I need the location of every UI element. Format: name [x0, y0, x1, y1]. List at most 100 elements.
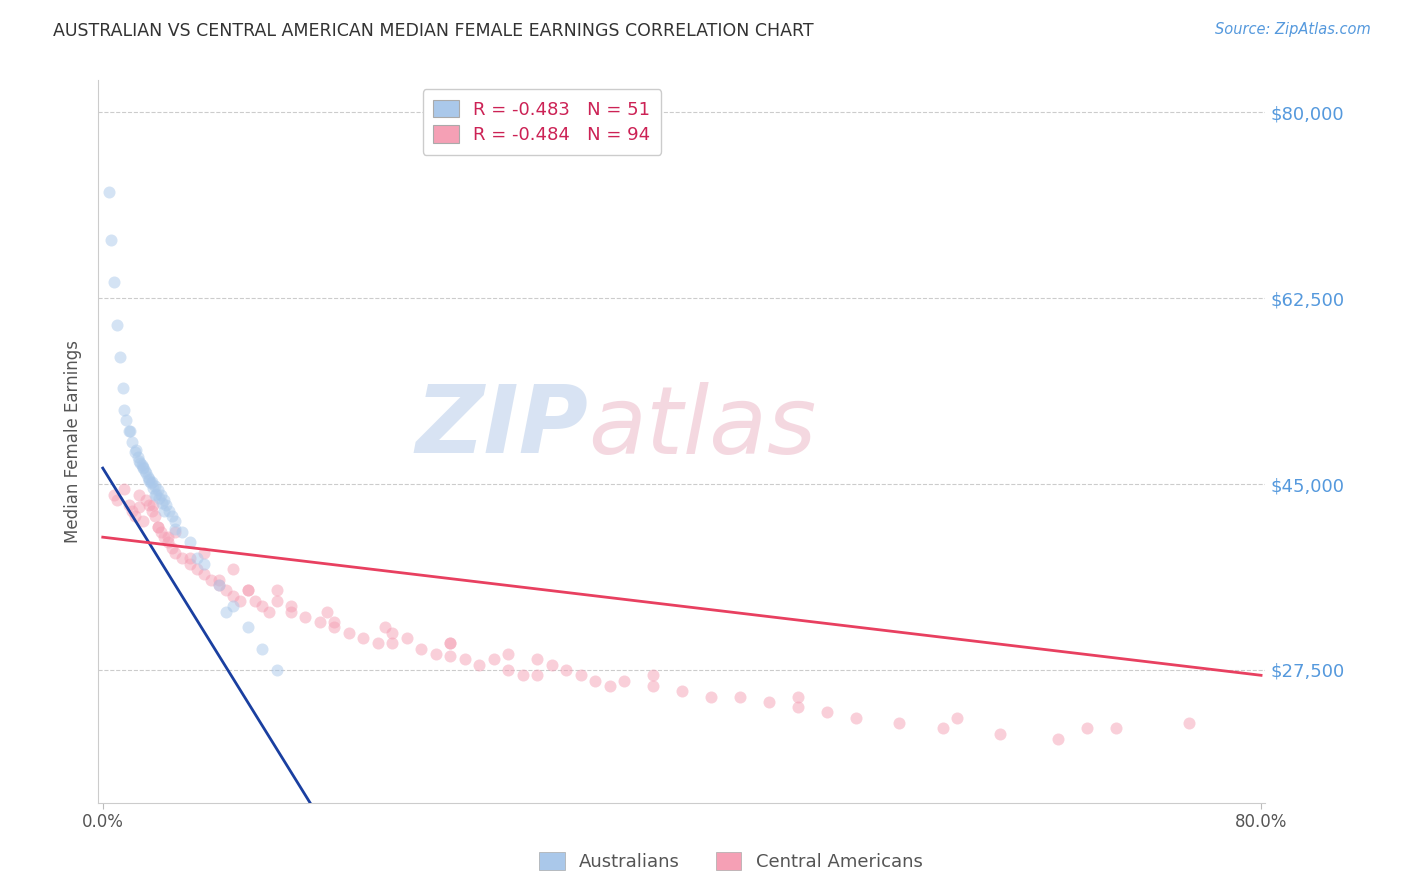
Point: [280, 605, 302, 619]
Point: [229, 594, 252, 608]
Point: [323, 615, 346, 630]
Point: [259, 605, 281, 619]
Point: [641, 679, 664, 693]
Point: [786, 690, 808, 704]
Point: [132, 460, 155, 475]
Point: [142, 498, 165, 512]
Point: [411, 641, 433, 656]
Legend: R = -0.483   N = 51, R = -0.484   N = 94: R = -0.483 N = 51, R = -0.484 N = 94: [423, 89, 661, 155]
Point: [135, 467, 157, 481]
Point: [131, 458, 153, 472]
Point: [222, 589, 245, 603]
Point: [103, 488, 125, 502]
Point: [141, 475, 163, 489]
Point: [128, 500, 150, 515]
Point: [236, 620, 259, 634]
Point: [583, 673, 606, 688]
Point: [1177, 716, 1199, 731]
Point: [142, 481, 165, 495]
Point: [236, 583, 259, 598]
Point: [1047, 732, 1070, 747]
Point: [139, 475, 162, 490]
Point: [165, 524, 187, 539]
Point: [118, 498, 141, 512]
Point: [395, 631, 418, 645]
Point: [179, 551, 201, 566]
Point: [496, 663, 519, 677]
Point: [243, 594, 266, 608]
Point: [165, 514, 187, 528]
Point: [758, 695, 780, 709]
Point: [135, 493, 157, 508]
Point: [309, 615, 332, 630]
Point: [294, 610, 316, 624]
Point: [121, 503, 143, 517]
Point: [114, 402, 136, 417]
Point: [540, 657, 562, 672]
Point: [124, 445, 146, 459]
Point: [149, 488, 172, 502]
Point: [150, 496, 173, 510]
Point: [152, 530, 174, 544]
Point: [468, 657, 491, 672]
Point: [845, 711, 868, 725]
Point: [374, 620, 396, 634]
Point: [482, 652, 505, 666]
Point: [149, 524, 172, 539]
Point: [439, 636, 461, 650]
Point: [323, 620, 346, 634]
Point: [425, 647, 447, 661]
Text: ZIP: ZIP: [416, 381, 589, 473]
Point: [146, 483, 169, 498]
Point: [728, 690, 751, 704]
Point: [381, 625, 404, 640]
Point: [266, 663, 288, 677]
Point: [222, 562, 245, 576]
Point: [125, 443, 148, 458]
Point: [105, 318, 128, 332]
Point: [266, 594, 288, 608]
Point: [105, 493, 128, 508]
Point: [165, 546, 187, 560]
Point: [193, 557, 215, 571]
Point: [236, 583, 259, 598]
Point: [155, 498, 177, 512]
Point: [108, 350, 131, 364]
Point: [162, 508, 184, 523]
Point: [454, 652, 477, 666]
Point: [114, 483, 136, 497]
Point: [352, 631, 374, 645]
Point: [143, 508, 166, 523]
Point: [250, 599, 273, 614]
Point: [207, 578, 229, 592]
Point: [136, 469, 159, 483]
Point: [512, 668, 534, 682]
Point: [127, 450, 149, 465]
Point: [613, 673, 636, 688]
Point: [100, 233, 122, 247]
Point: [112, 381, 135, 395]
Point: [118, 424, 141, 438]
Point: [124, 508, 146, 523]
Point: [526, 668, 548, 682]
Point: [179, 535, 201, 549]
Point: [496, 647, 519, 661]
Point: [599, 679, 621, 693]
Point: [186, 562, 208, 576]
Legend: Australians, Central Americans: Australians, Central Americans: [533, 846, 929, 879]
Point: [193, 567, 215, 582]
Y-axis label: Median Female Earnings: Median Female Earnings: [65, 340, 83, 543]
Point: [179, 557, 201, 571]
Text: AUSTRALIAN VS CENTRAL AMERICAN MEDIAN FEMALE EARNINGS CORRELATION CHART: AUSTRALIAN VS CENTRAL AMERICAN MEDIAN FE…: [53, 22, 814, 40]
Point: [1076, 722, 1098, 736]
Point: [138, 474, 160, 488]
Point: [132, 461, 155, 475]
Point: [280, 599, 302, 614]
Point: [887, 716, 910, 731]
Point: [115, 413, 138, 427]
Point: [103, 275, 125, 289]
Point: [207, 573, 229, 587]
Point: [671, 684, 693, 698]
Point: [700, 690, 723, 704]
Point: [128, 488, 150, 502]
